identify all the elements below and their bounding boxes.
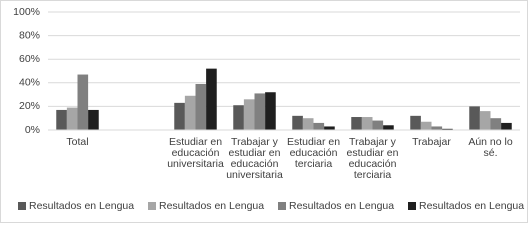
y-tick-label: 80% [19, 29, 40, 41]
x-tick-label: Aún no lo sé. [468, 136, 513, 159]
bar [233, 105, 244, 130]
bar [501, 122, 512, 130]
bar [324, 126, 335, 130]
legend-swatch [18, 202, 26, 210]
bar [56, 109, 67, 130]
bar [410, 115, 421, 130]
bar [184, 95, 196, 130]
x-tick-label: Total [66, 136, 88, 148]
bar [442, 128, 453, 130]
bar [361, 117, 373, 130]
y-tick-label: 60% [19, 53, 40, 65]
bar [313, 122, 325, 130]
bar [292, 115, 303, 130]
chart: 0% 20% 40% 60% 80% 100% Total Estudiar en educac… [0, 0, 528, 223]
bar [254, 93, 266, 130]
x-tick-label: Trabajar [412, 136, 451, 148]
bar [206, 68, 217, 130]
x-tick-label: Trabajar y estudiar en educación universita… [226, 136, 283, 181]
x-tick-label: Estudiar en educación terciaria [287, 136, 340, 170]
bar [479, 111, 491, 130]
bar [351, 117, 362, 130]
y-tick-label: 40% [19, 77, 40, 89]
y-tick-label: 20% [19, 100, 40, 112]
bar [420, 121, 432, 130]
bar [383, 125, 394, 130]
bar [265, 92, 276, 130]
legend-swatch [408, 202, 416, 210]
bar [77, 74, 89, 130]
bar [66, 107, 78, 130]
bar [490, 118, 502, 130]
legend-label: Resultados en Lengua [419, 200, 524, 212]
legend-label: Resultados en Lengua [289, 200, 394, 212]
y-tick-label: 100% [13, 6, 40, 18]
bar [469, 106, 480, 130]
legend-label: Resultados en Lengua [29, 200, 134, 212]
y-tick-label: 0% [25, 124, 40, 136]
bar [243, 99, 255, 130]
x-tick-label: Trabajar y estudiar en educación terciaria [347, 136, 399, 181]
bar [302, 118, 314, 130]
bar [174, 102, 185, 130]
bar [431, 126, 443, 130]
legend-label: Resultados en Lengua [159, 200, 264, 212]
legend-swatch [148, 202, 156, 210]
bar [195, 83, 207, 130]
bar [88, 109, 99, 130]
legend-swatch [278, 202, 286, 210]
x-tick-label: Estudiar en educación universitaria [167, 136, 224, 170]
bar [372, 120, 384, 130]
